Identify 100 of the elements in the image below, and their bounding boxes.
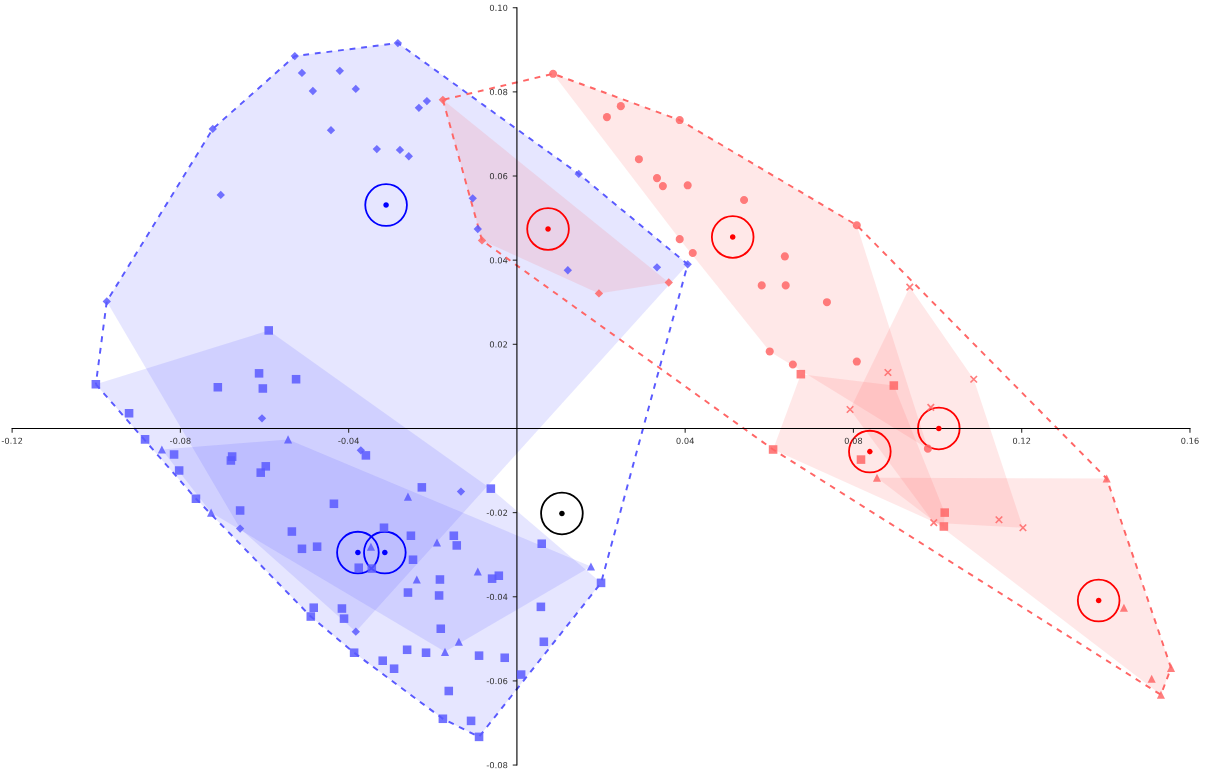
point [422, 96, 432, 106]
point [412, 575, 421, 584]
point [216, 190, 225, 200]
point [406, 531, 416, 541]
y-tick-label: -0.08 [486, 762, 508, 769]
y-tick-label: -0.02 [486, 509, 508, 516]
point [335, 66, 344, 75]
point [157, 445, 166, 454]
point [403, 492, 413, 501]
point [408, 555, 418, 565]
point [1147, 674, 1156, 683]
point [351, 84, 360, 94]
point [191, 494, 201, 503]
point [872, 473, 882, 482]
point [474, 651, 484, 660]
point [421, 648, 431, 657]
point [456, 487, 466, 496]
y-tick-label: -0.06 [486, 677, 508, 685]
y-tick-label: 0.04 [489, 257, 508, 264]
point [1166, 663, 1176, 672]
point [284, 435, 293, 444]
point [378, 656, 387, 665]
point [539, 637, 549, 647]
point [290, 51, 299, 61]
point [436, 624, 446, 634]
y-tick-label: 0.02 [489, 341, 508, 348]
point [765, 347, 774, 356]
point [329, 499, 339, 509]
point [312, 542, 322, 551]
point [883, 368, 893, 377]
point [102, 297, 111, 306]
point [395, 145, 405, 155]
point [308, 86, 318, 96]
point [393, 38, 403, 48]
point [140, 435, 150, 444]
point [494, 571, 504, 580]
point [287, 527, 297, 536]
point [549, 69, 558, 78]
point [905, 282, 914, 292]
point [473, 224, 482, 234]
point [473, 567, 482, 576]
point [516, 670, 526, 679]
point [574, 169, 583, 179]
point [602, 113, 611, 122]
point [402, 645, 412, 655]
point [929, 518, 938, 527]
point [449, 531, 459, 541]
x-tick-label: 0.04 [676, 437, 694, 444]
point [258, 384, 268, 393]
point [454, 637, 463, 646]
point [675, 116, 684, 125]
point [594, 289, 604, 298]
point [683, 181, 692, 190]
point [367, 564, 377, 573]
point [235, 506, 245, 515]
point [174, 466, 184, 475]
point [652, 174, 662, 183]
point [822, 298, 831, 307]
point [417, 483, 427, 492]
point [658, 182, 667, 191]
point [297, 68, 307, 78]
point [254, 369, 264, 378]
point [563, 266, 572, 275]
point [326, 125, 336, 135]
point [768, 445, 778, 454]
x-tick-label: 0.16 [1181, 437, 1199, 444]
point [852, 357, 861, 366]
point [432, 538, 442, 547]
x-tick-label: -0.12 [1, 437, 23, 444]
point [291, 374, 301, 384]
point [434, 591, 444, 600]
point [675, 235, 684, 244]
point [309, 603, 319, 612]
point [372, 144, 381, 154]
point [361, 451, 371, 460]
point [788, 360, 797, 369]
point [616, 102, 625, 111]
point [688, 248, 697, 258]
point [349, 648, 359, 657]
point [435, 575, 445, 584]
point [208, 124, 217, 134]
point [207, 508, 216, 517]
point [124, 409, 134, 418]
point [781, 281, 790, 290]
point [652, 263, 662, 272]
point [306, 612, 316, 621]
point [780, 252, 789, 261]
point [664, 278, 673, 287]
point [452, 541, 462, 550]
point [1119, 603, 1128, 612]
point [1156, 690, 1165, 699]
point [444, 686, 454, 696]
x-tick-label: -0.08 [170, 437, 191, 444]
point [757, 281, 766, 290]
point [213, 382, 223, 392]
point [354, 563, 364, 573]
point [852, 221, 861, 230]
point [339, 614, 349, 623]
point [740, 195, 749, 205]
point [438, 95, 448, 105]
